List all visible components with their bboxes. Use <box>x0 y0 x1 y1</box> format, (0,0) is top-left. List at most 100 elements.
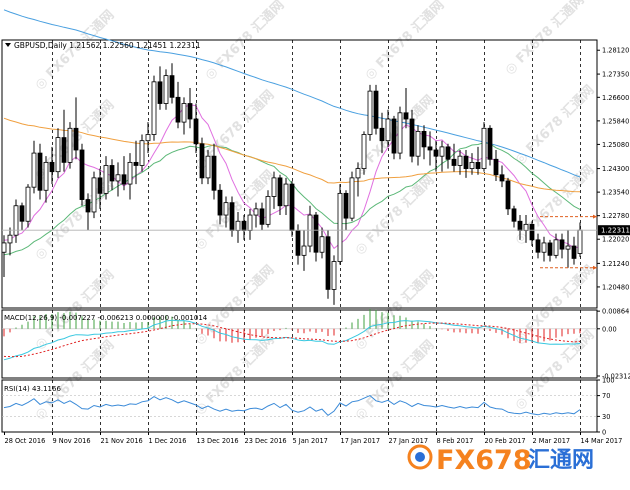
rsi-tick-label: 0 <box>602 429 606 437</box>
candle-body <box>25 186 31 222</box>
candle-body <box>481 127 487 169</box>
price-tick-label: 1.21240 <box>602 260 629 268</box>
macd-panel <box>2 309 597 361</box>
candle-body <box>433 149 439 157</box>
candle-body <box>469 161 475 169</box>
candle-body <box>289 183 295 231</box>
candle-body <box>223 202 229 216</box>
panel-frame <box>1 379 598 433</box>
candle-body <box>103 165 109 194</box>
time-tick-label: 17 Jan 2017 <box>341 437 381 445</box>
price-chart-title: GBPUSD,Daily 1.21562 1.22560 1.21451 1.2… <box>14 41 201 50</box>
candle-body <box>457 155 463 166</box>
candle-body <box>205 155 211 179</box>
price-tick-label: 1.22780 <box>602 212 629 220</box>
candle-body <box>337 192 343 262</box>
time-axis: 28 Oct 2016 9 Nov 2016 21 Nov 2016 1 Dec 20… <box>4 432 622 445</box>
candle-body <box>277 177 283 207</box>
candle-body <box>535 239 541 253</box>
candle-body <box>379 127 385 142</box>
time-tick-label: 5 Jan 2017 <box>293 437 328 445</box>
panel-frames <box>1 39 598 433</box>
price-tick-label: 1.25080 <box>602 141 629 149</box>
macd-tick-label: -0.023124 <box>602 373 630 381</box>
price-tick-label: 1.27350 <box>602 71 629 79</box>
rsi-line <box>3 395 581 417</box>
candle-body <box>31 152 37 188</box>
candle-body <box>355 168 361 179</box>
candle-body <box>229 202 235 231</box>
candle-body <box>349 177 355 219</box>
price-title-group: GBPUSD,Daily 1.21562 1.22560 1.21451 1.2… <box>5 41 201 50</box>
brand-cn: 汇通网 <box>528 448 594 473</box>
watermark-text: ◎ FX678 汇通网 <box>192 167 278 253</box>
candle-body <box>199 143 205 179</box>
moving-average-line <box>3 117 581 193</box>
time-tick-label: 23 Dec 2016 <box>245 437 287 445</box>
candle-body <box>91 177 97 213</box>
candle-body <box>13 205 19 236</box>
candle-body <box>61 137 67 163</box>
candle-body <box>133 161 139 166</box>
current-price-label: 1.22311 <box>598 225 630 236</box>
candle-body <box>283 183 289 207</box>
candle-body <box>409 118 415 157</box>
candle-body <box>145 134 151 142</box>
rsi-tick-label: 30 <box>602 413 610 421</box>
rsi-tick-label: 70 <box>602 392 610 400</box>
vertical-gridlines <box>52 40 581 432</box>
candle-body <box>259 208 265 225</box>
panel-frame <box>1 39 598 309</box>
candle-body <box>127 161 133 185</box>
macd-title: MACD(12,26,9) -0.007227 -0.006213 0.0000… <box>4 314 208 322</box>
candle-body <box>553 239 559 256</box>
candle-body <box>445 146 451 160</box>
candle-body <box>151 81 157 135</box>
candle-body <box>373 90 379 129</box>
macd-signal-line <box>3 322 581 358</box>
candle-body <box>565 245 571 250</box>
candle-body <box>169 75 175 98</box>
candle-body <box>1 242 7 253</box>
candle-body <box>37 152 43 191</box>
rsi-axis: 100 70 30 0 <box>597 377 615 437</box>
time-tick-label: 8 Feb 2017 <box>437 437 474 445</box>
price-tick-label: 1.22020 <box>602 236 629 244</box>
moving-average-line <box>3 9 581 178</box>
candle-body <box>73 127 79 151</box>
candle-body <box>97 177 103 194</box>
candle-body <box>511 208 517 222</box>
candle-body <box>55 137 61 173</box>
candle-body <box>193 118 199 145</box>
candle-body <box>211 155 217 191</box>
panel-frame <box>1 309 598 379</box>
candle-body <box>571 245 577 259</box>
time-tick-label: 28 Oct 2016 <box>5 437 46 445</box>
candle-body <box>421 130 427 148</box>
candle-body <box>67 127 73 163</box>
candle-body <box>325 236 331 290</box>
watermark-text: ◎ FX678 汇通网 <box>502 0 588 78</box>
candle-body <box>49 161 55 173</box>
candle-body <box>463 155 469 169</box>
price-axis: 1.28120 1.27350 1.26600 1.25840 1.25080 1.243… <box>597 47 629 291</box>
candle-body <box>415 130 421 157</box>
candle-body <box>301 245 307 256</box>
candle-body <box>79 149 85 200</box>
candle-body <box>163 75 169 104</box>
macd-axis: 0.008641 0.00 -0.023124 <box>597 308 630 381</box>
candle-body <box>523 223 529 231</box>
candle-body <box>175 96 181 123</box>
candle-body <box>487 127 493 160</box>
candle-body <box>499 174 505 182</box>
candle-body <box>391 118 397 154</box>
macd-tick-label: 0.008641 <box>602 308 630 316</box>
candle-body <box>475 161 481 169</box>
candle-body <box>241 220 247 231</box>
watermark-text: ◎ FX678 汇通网 <box>512 162 598 248</box>
level-arrow-icon <box>593 265 597 270</box>
time-tick-label: 2 Mar 2017 <box>533 437 571 445</box>
globe-logo-icon <box>407 444 433 470</box>
candle-body <box>547 242 553 256</box>
collapse-arrow-icon[interactable] <box>5 43 11 47</box>
